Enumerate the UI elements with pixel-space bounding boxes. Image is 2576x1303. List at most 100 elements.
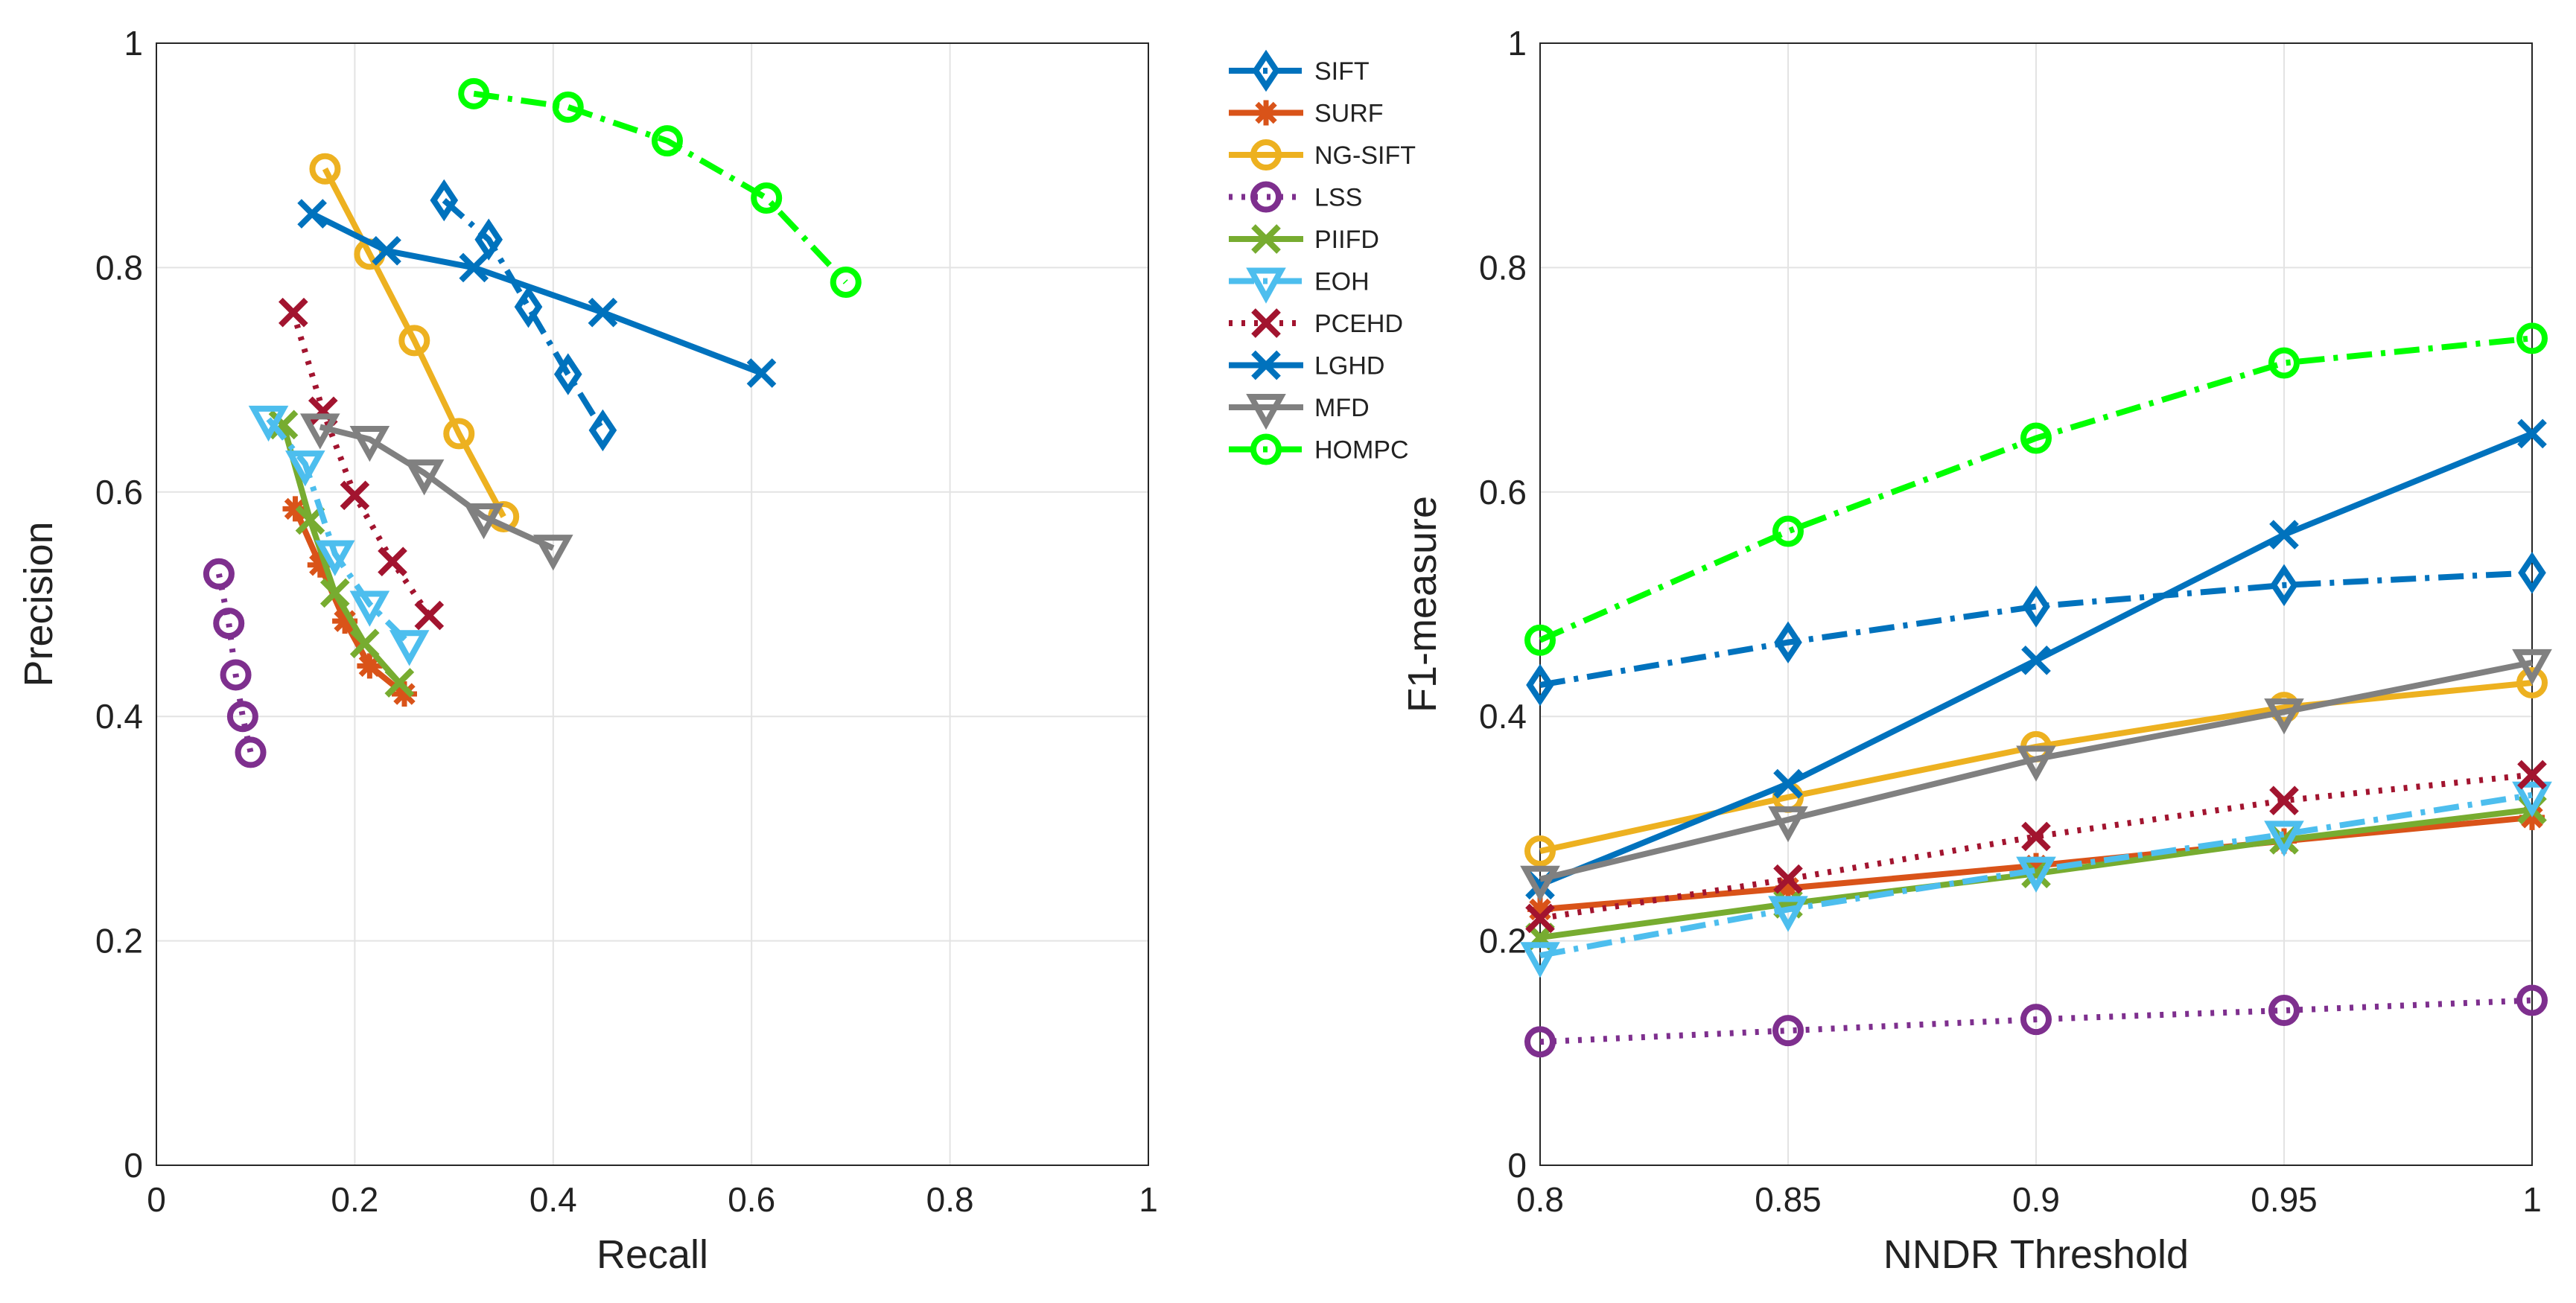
data-point-mfd bbox=[349, 425, 390, 462]
x-axis-label: NNDR Threshold bbox=[1883, 1232, 2189, 1277]
legend-label: NG-SIFT bbox=[1314, 141, 1416, 170]
data-point-sift bbox=[1526, 663, 1554, 707]
series-line-lss bbox=[215, 573, 254, 754]
data-point-surf bbox=[2023, 853, 2049, 879]
data-point-eoh bbox=[248, 405, 289, 442]
series-pcehd bbox=[1525, 759, 2547, 934]
data-point-surf bbox=[332, 608, 358, 634]
y-tick-label: 0.2 bbox=[1479, 922, 1527, 960]
legend-item-pcehd: PCEHD bbox=[1229, 308, 1403, 338]
legend-marker bbox=[1250, 181, 1282, 213]
x-tick-label: 0 bbox=[147, 1180, 166, 1219]
data-point-mfd bbox=[404, 459, 445, 496]
data-point-sift bbox=[2518, 552, 2546, 594]
data-point-pcehd bbox=[340, 480, 370, 511]
data-point-hompc bbox=[2020, 422, 2052, 454]
data-point-lghd bbox=[588, 297, 618, 328]
data-point-ng-sift bbox=[398, 325, 430, 357]
y-tick-label: 0.6 bbox=[95, 473, 143, 512]
data-point-lghd bbox=[372, 235, 401, 266]
y-tick-label: 0.8 bbox=[95, 248, 143, 287]
data-point-hompc bbox=[458, 77, 490, 109]
data-point-lss bbox=[1524, 1026, 1556, 1058]
data-point-pcehd bbox=[2021, 821, 2051, 852]
data-point-lss bbox=[2020, 1004, 2052, 1036]
data-point-lss bbox=[235, 736, 267, 768]
data-point-lghd bbox=[2269, 520, 2299, 549]
series-line-mfd bbox=[319, 424, 555, 551]
data-point-mfd bbox=[463, 503, 504, 540]
series-lghd bbox=[1525, 418, 2547, 900]
y-axis-label: F1-measure bbox=[1400, 496, 1445, 713]
data-point-surf bbox=[357, 653, 383, 679]
series-line-pcehd bbox=[1539, 771, 2533, 922]
x-tick-label: 0.4 bbox=[529, 1180, 577, 1219]
data-point-mfd bbox=[533, 535, 573, 571]
data-point-piifd bbox=[2021, 858, 2051, 889]
y-tick-label: 0.8 bbox=[1479, 248, 1527, 287]
data-point-lghd bbox=[746, 358, 777, 388]
y-tick-label: 1 bbox=[1507, 24, 1527, 63]
data-point-lss bbox=[213, 608, 245, 640]
series-sift bbox=[1526, 552, 2546, 707]
data-point-surf bbox=[307, 552, 333, 578]
legend-label: PCEHD bbox=[1314, 310, 1403, 338]
series-hompc bbox=[458, 77, 862, 298]
grid bbox=[156, 42, 1149, 1166]
series-hompc bbox=[1524, 322, 2548, 656]
y-tick-label: 0.4 bbox=[95, 697, 143, 736]
data-point-hompc bbox=[830, 266, 862, 298]
legend-marker bbox=[1250, 433, 1282, 465]
data-point-sift bbox=[2022, 585, 2050, 628]
data-point-pcehd bbox=[378, 547, 407, 577]
data-point-sift bbox=[514, 285, 543, 328]
plot-area bbox=[156, 42, 1149, 1166]
data-point-mfd bbox=[1768, 806, 1808, 843]
legend-marker bbox=[1246, 267, 1286, 304]
data-point-mfd bbox=[2512, 649, 2552, 686]
data-point-surf bbox=[1527, 896, 1553, 923]
data-point-lghd bbox=[297, 199, 327, 229]
legend-item-lss: LSS bbox=[1229, 181, 1362, 213]
y-tick-label: 0 bbox=[124, 1146, 143, 1185]
legend-item-sift: SIFT bbox=[1229, 49, 1370, 92]
series-line-eoh bbox=[266, 417, 412, 646]
legend-label: SURF bbox=[1314, 100, 1384, 128]
data-point-piifd bbox=[319, 578, 350, 608]
data-point-sift bbox=[474, 218, 503, 261]
data-point-pcehd bbox=[414, 600, 445, 631]
data-point-sift bbox=[1774, 621, 1802, 663]
data-point-piifd bbox=[384, 668, 415, 698]
series-mfd bbox=[299, 413, 573, 571]
series-eoh bbox=[1520, 781, 2552, 978]
legend-label: PIIFD bbox=[1314, 226, 1379, 254]
data-point-pcehd bbox=[278, 297, 308, 328]
x-tick-label: 0.6 bbox=[728, 1180, 775, 1219]
x-tick-label: 1 bbox=[1139, 1180, 1158, 1219]
data-point-mfd bbox=[2016, 745, 2056, 782]
data-point-hompc bbox=[1772, 515, 1804, 547]
data-point-ng-sift bbox=[1524, 835, 1556, 867]
legend-label: SIFT bbox=[1314, 57, 1370, 86]
series-line-lss bbox=[1539, 997, 2533, 1045]
legend-item-eoh: EOH bbox=[1229, 267, 1370, 304]
data-point-lghd bbox=[2021, 646, 2051, 675]
data-point-sift bbox=[2270, 564, 2298, 607]
legend-item-mfd: MFD bbox=[1229, 394, 1370, 430]
legend-label: LSS bbox=[1314, 184, 1362, 212]
data-point-lss bbox=[226, 701, 258, 733]
data-point-eoh bbox=[2512, 781, 2552, 818]
data-point-lghd bbox=[2517, 418, 2547, 449]
legend-label: MFD bbox=[1314, 394, 1370, 422]
series-mfd bbox=[1520, 649, 2552, 902]
series-eoh bbox=[248, 405, 430, 666]
series-lss bbox=[203, 558, 267, 768]
data-point-ng-sift bbox=[309, 153, 341, 185]
data-point-sift bbox=[553, 353, 582, 395]
legend-marker bbox=[1251, 350, 1281, 380]
series-pcehd bbox=[278, 297, 445, 631]
legend: SIFT SURF NG-SIFT LSS PIIFD EOH PCEHD LGHD MFD HO… bbox=[1229, 49, 1416, 465]
data-point-hompc bbox=[651, 125, 683, 157]
plot-area bbox=[1539, 42, 2533, 1166]
data-point-piifd bbox=[349, 628, 380, 659]
